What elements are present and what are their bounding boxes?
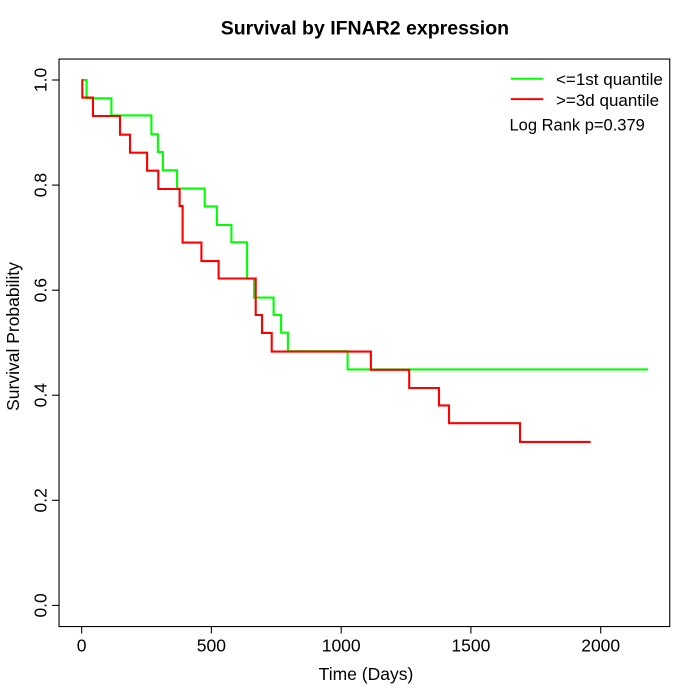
svg-text:0.6: 0.6 (30, 278, 50, 302)
svg-text:0.2: 0.2 (30, 488, 50, 512)
svg-text:1500: 1500 (451, 636, 490, 656)
svg-text:<=1st quantile: <=1st quantile (556, 70, 663, 89)
svg-text:>=3d quantile: >=3d quantile (556, 91, 659, 110)
svg-text:0: 0 (77, 636, 87, 656)
svg-text:500: 500 (197, 636, 226, 656)
svg-text:Survival Probability: Survival Probability (3, 262, 23, 411)
svg-text:0.8: 0.8 (30, 173, 50, 197)
svg-text:Log Rank p=0.379: Log Rank p=0.379 (510, 117, 645, 135)
svg-text:Time (Days): Time (Days) (319, 664, 414, 684)
svg-text:1000: 1000 (322, 636, 361, 656)
svg-text:1.0: 1.0 (30, 68, 50, 93)
svg-text:0.4: 0.4 (30, 383, 50, 408)
svg-text:0.0: 0.0 (30, 593, 50, 618)
svg-text:2000: 2000 (581, 636, 620, 656)
svg-text:Survival by IFNAR2 expression: Survival by IFNAR2 expression (221, 18, 509, 40)
